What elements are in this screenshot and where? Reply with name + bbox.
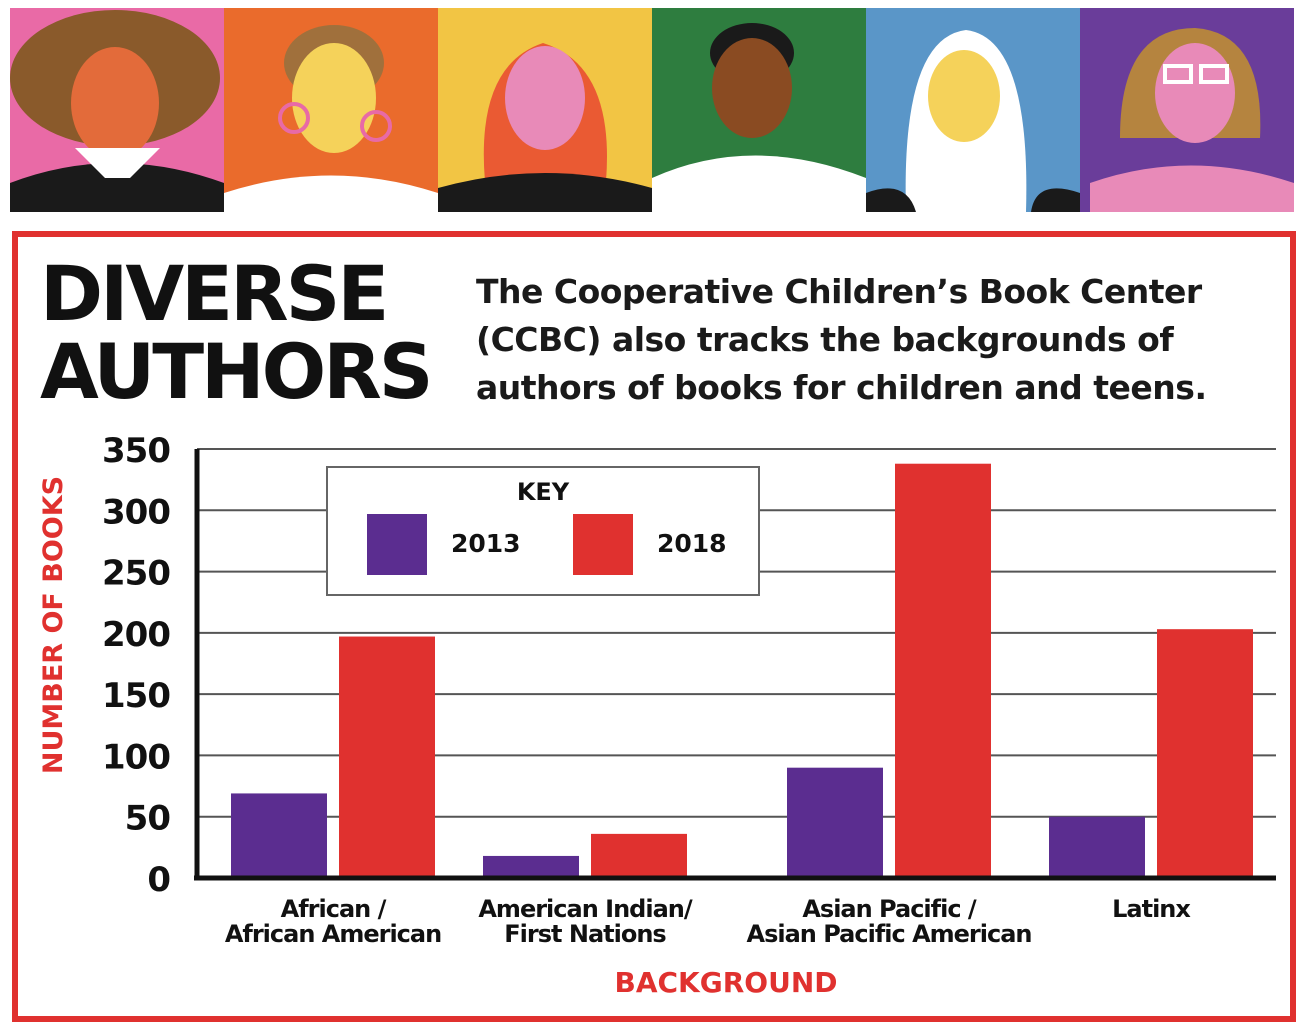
- legend-swatch-2013: [367, 514, 427, 575]
- description-line-1: The Cooperative Children’s Book Center: [476, 272, 1202, 311]
- portrait-4-icon: [652, 8, 866, 212]
- portrait-1-icon: [10, 8, 224, 212]
- portrait-panel: [866, 8, 1080, 212]
- bar-2013: [483, 855, 579, 878]
- bar-2013: [787, 767, 883, 878]
- title-line-2: AUTHORS: [40, 327, 434, 416]
- y-tick-label: 200: [102, 615, 170, 655]
- portrait-banner: [10, 8, 1294, 212]
- legend-title: KEY: [517, 478, 570, 506]
- x-category-label: American Indian/: [478, 895, 692, 923]
- legend-swatch-2018: [573, 514, 633, 575]
- portrait-panel: [438, 8, 652, 212]
- bar-2018: [591, 833, 687, 878]
- y-tick-label: 350: [102, 431, 170, 471]
- y-tick-label: 0: [147, 860, 170, 900]
- x-category-label: First Nations: [504, 920, 666, 948]
- bar-2013: [231, 793, 327, 878]
- portrait-panel: [1080, 8, 1294, 212]
- x-category-label: Asian Pacific American: [747, 920, 1032, 948]
- bar-2018: [1157, 629, 1253, 878]
- description: The Cooperative Children’s Book Center (…: [476, 268, 1266, 412]
- portrait-panel: [224, 8, 438, 212]
- portrait-panel: [652, 8, 866, 212]
- title-line-1: DIVERSE: [40, 249, 389, 338]
- x-axis-title: BACKGROUND: [614, 966, 837, 999]
- y-axis-title: NUMBER OF BOOKS: [38, 476, 69, 774]
- description-line-2: (CCBC) also tracks the backgrounds of: [476, 320, 1174, 359]
- bar-2013: [1049, 816, 1145, 878]
- y-tick-label: 250: [102, 554, 170, 594]
- y-tick-label: 150: [102, 676, 170, 716]
- bar-2018: [339, 636, 435, 878]
- portrait-6-icon: [1080, 8, 1294, 212]
- x-category-label: Asian Pacific /: [802, 895, 977, 923]
- x-category-label: African /: [281, 895, 387, 923]
- bar-2018: [895, 463, 991, 878]
- x-category-label: African American: [225, 920, 441, 948]
- legend-label-2013: 2013: [451, 529, 521, 558]
- page-title: DIVERSE AUTHORS: [40, 249, 434, 416]
- chart-frame: [12, 231, 1296, 1022]
- y-tick-label: 100: [102, 737, 170, 777]
- portrait-2-icon: [224, 8, 438, 212]
- x-category-label: Latinx: [1112, 895, 1191, 923]
- y-tick-label: 50: [125, 799, 171, 839]
- portrait-panel: [10, 8, 224, 212]
- y-tick-label: 300: [102, 492, 170, 532]
- portrait-5-icon: [866, 8, 1080, 212]
- portrait-3-icon: [438, 8, 652, 212]
- description-line-3: authors of books for children and teens.: [476, 368, 1207, 407]
- legend-label-2018: 2018: [657, 529, 727, 558]
